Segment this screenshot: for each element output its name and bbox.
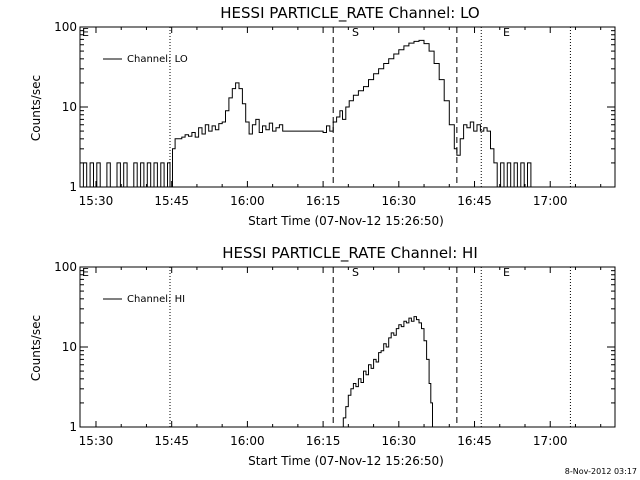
x-tick-label: 16:00 <box>230 434 265 448</box>
y-tick-label: 1 <box>69 180 77 194</box>
legend-label: Channel: LO <box>127 54 188 65</box>
marker-label: S <box>352 266 359 279</box>
series-line <box>341 316 433 428</box>
x-tick-label: 15:45 <box>154 434 189 448</box>
x-tick-label: 16:00 <box>230 194 265 208</box>
x-tick-label: 16:15 <box>306 194 341 208</box>
y-tick-label: 10 <box>62 100 77 114</box>
hi-channel-panel: HESSI PARTICLE_RATE Channel: HI Counts/s… <box>29 244 616 468</box>
x-tick-label: 15:45 <box>154 194 189 208</box>
x-tick-label: 15:30 <box>79 434 114 448</box>
x-axis-label: Start Time (07-Nov-12 15:26:50) <box>248 214 444 228</box>
y-tick-label: 1 <box>69 420 77 434</box>
x-axis-label: Start Time (07-Nov-12 15:26:50) <box>248 454 444 468</box>
chart-title: HESSI PARTICLE_RATE Channel: HI <box>222 244 478 263</box>
x-tick-label: 17:00 <box>533 194 568 208</box>
plot-frame <box>79 266 616 428</box>
x-tick-label: 16:45 <box>457 434 492 448</box>
y-tick-label: 100 <box>54 260 77 274</box>
x-tick-label: 16:30 <box>382 194 417 208</box>
legend-label: Channel: HI <box>127 294 185 305</box>
marker-label: E <box>503 26 510 39</box>
x-tick-label: 16:45 <box>457 194 492 208</box>
chart-title: HESSI PARTICLE_RATE Channel: LO <box>220 4 479 23</box>
marker-label: E <box>82 26 89 39</box>
x-tick-label: 15:30 <box>79 194 114 208</box>
x-tick-label: 17:00 <box>533 434 568 448</box>
footer-timestamp: 8-Nov-2012 03:17 <box>565 467 637 476</box>
x-tick-label: 16:30 <box>382 434 417 448</box>
series-line <box>80 39 532 188</box>
marker-label: E <box>503 266 510 279</box>
y-axis-label: Counts/sec <box>29 75 43 141</box>
y-axis-label: Counts/sec <box>29 315 43 381</box>
lo-channel-panel: HESSI PARTICLE_RATE Channel: LO Counts/s… <box>29 4 616 228</box>
y-tick-label: 10 <box>62 340 77 354</box>
marker-label: S <box>352 26 359 39</box>
x-tick-label: 16:15 <box>306 434 341 448</box>
y-tick-label: 100 <box>54 20 77 34</box>
marker-label: E <box>82 266 89 279</box>
